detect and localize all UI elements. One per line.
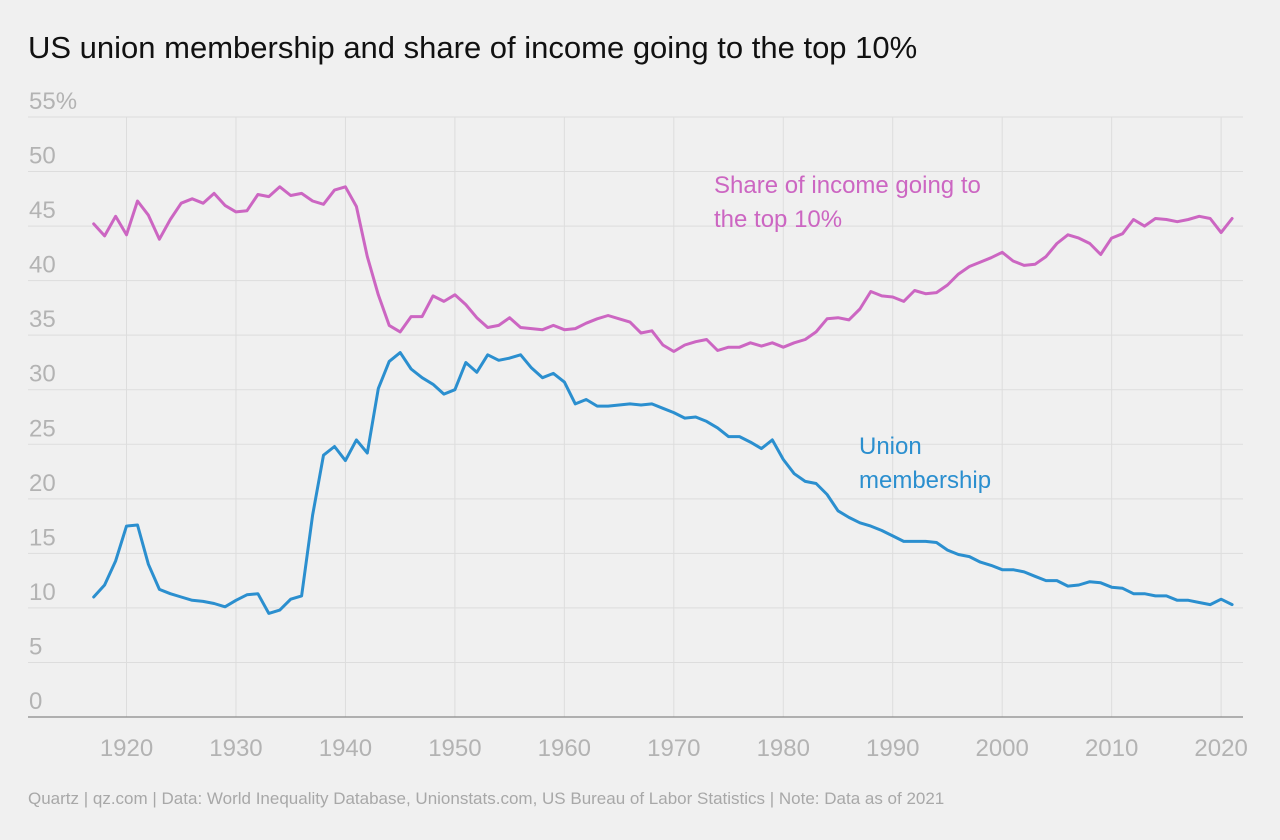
series-lines [92, 185, 1234, 615]
y-tick-label-15: 15 [29, 524, 56, 551]
chart-title: US union membership and share of income … [28, 30, 918, 65]
x-tick-label-1930: 1930 [209, 735, 262, 762]
x-tick-label-2000: 2000 [975, 735, 1028, 762]
x-tick-label-1980: 1980 [757, 735, 810, 762]
x-tick-label-2020: 2020 [1194, 735, 1247, 762]
source-note: Quartz | qz.com | Data: World Inequality… [28, 789, 945, 808]
y-tick-label-25: 25 [29, 415, 56, 442]
x-axis-ticks: 1920 1930 1940 1950 1960 1970 1980 1990 2000 2010… [100, 735, 1248, 762]
y-tick-label-45: 45 [29, 197, 56, 224]
y-tick-label-55: 55% [29, 88, 77, 115]
x-tick-label-2010: 2010 [1085, 735, 1138, 762]
union-membership-label-line-2: membership [859, 467, 991, 494]
x-tick-label-1940: 1940 [319, 735, 372, 762]
x-tick-label-1920: 1920 [100, 735, 153, 762]
y-tick-label-50: 50 [29, 143, 56, 170]
y-tick-label-35: 35 [29, 306, 56, 333]
y-tick-label-10: 10 [29, 579, 56, 606]
x-tick-label-1990: 1990 [866, 735, 919, 762]
y-tick-label-40: 40 [29, 252, 56, 279]
income-share-label-line-2: the top 10% [714, 206, 842, 233]
x-tick-label-1960: 1960 [538, 735, 591, 762]
income-share-line [92, 185, 1234, 353]
union-membership-line [92, 351, 1234, 615]
y-tick-label-30: 30 [29, 361, 56, 388]
y-tick-label-0: 0 [29, 688, 42, 715]
series-labels: Share of income going to the top 10% Union… [714, 172, 991, 494]
y-tick-label-20: 20 [29, 470, 56, 497]
grid-lines [28, 116, 1243, 717]
union-membership-label-line-1: Union [859, 433, 922, 460]
income-share-label-line-1: Share of income going to [714, 172, 981, 199]
y-tick-label-5: 5 [29, 633, 42, 660]
x-tick-label-1950: 1950 [428, 735, 481, 762]
x-tick-label-1970: 1970 [647, 735, 700, 762]
